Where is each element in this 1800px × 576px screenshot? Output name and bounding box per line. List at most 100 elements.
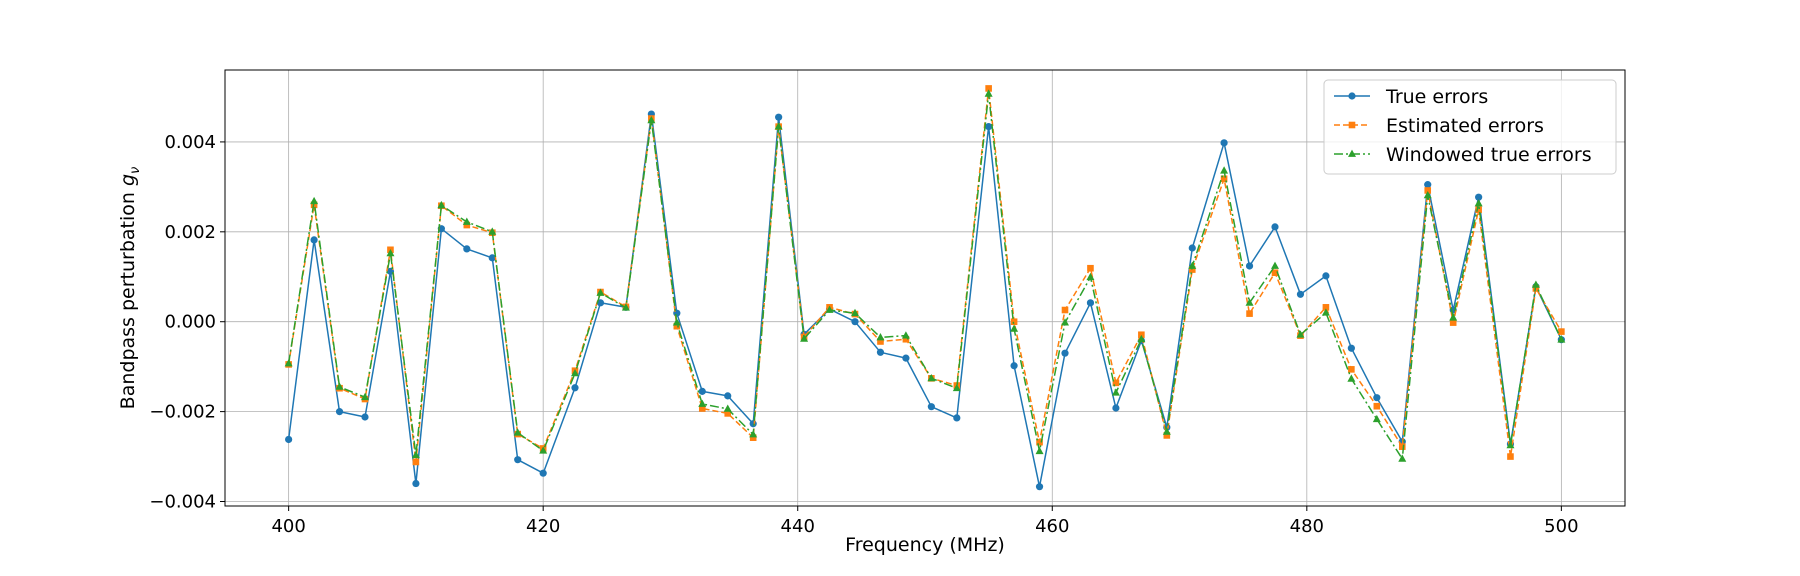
data-point [877, 338, 884, 345]
data-point [724, 392, 732, 400]
data-point [285, 435, 293, 444]
data-point [437, 200, 446, 209]
data-point [1162, 427, 1171, 435]
data-point [412, 458, 420, 466]
data-point [1449, 313, 1458, 321]
data-point [361, 413, 369, 421]
data-point [1296, 290, 1305, 298]
data-point [1111, 388, 1120, 396]
data-point [1163, 432, 1171, 439]
data-point [775, 113, 783, 121]
data-point [1322, 272, 1330, 280]
data-point [1010, 318, 1018, 326]
data-point [1036, 438, 1043, 446]
data-point [1398, 454, 1407, 462]
series-line-windowed-true-errors [287, 93, 1563, 460]
data-point [1558, 328, 1565, 335]
data-point [698, 399, 707, 407]
data-point [985, 123, 993, 131]
x-tick-label: 480 [1290, 516, 1324, 537]
data-point [1475, 193, 1483, 201]
data-point [539, 469, 547, 477]
data-point [724, 410, 732, 417]
data-point [412, 479, 420, 488]
data-point [386, 248, 395, 257]
data-point [1271, 269, 1279, 277]
data-point [1271, 223, 1279, 231]
data-point [1086, 299, 1095, 307]
data-point [825, 305, 834, 313]
data-point [749, 420, 757, 428]
data-point [851, 308, 859, 317]
data-point [985, 85, 992, 92]
data-point [901, 331, 910, 339]
data-point [462, 217, 471, 225]
y-tick-label: −0.004 [149, 492, 216, 513]
data-point [1372, 414, 1381, 423]
data-point [1220, 166, 1229, 174]
data-point [1449, 319, 1457, 326]
data-point [1245, 262, 1254, 270]
data-point [1035, 446, 1044, 455]
data-point [310, 196, 319, 205]
data-point [672, 318, 681, 326]
data-point [1112, 379, 1120, 387]
data-point [1271, 261, 1279, 269]
data-point [1373, 402, 1381, 410]
data-point [463, 221, 471, 229]
data-point [1373, 394, 1381, 402]
data-point [1220, 175, 1228, 183]
data-point [1087, 264, 1094, 272]
data-point [1321, 308, 1330, 316]
data-point [902, 335, 910, 343]
data-point [1220, 139, 1228, 147]
data-point [1475, 206, 1482, 214]
data-point [488, 227, 497, 235]
data-point [1086, 272, 1095, 281]
x-tick-label: 420 [526, 516, 560, 537]
data-point [1474, 199, 1483, 207]
data-point [698, 405, 706, 412]
data-point [902, 354, 910, 362]
data-point [1322, 304, 1330, 311]
data-point [1061, 349, 1069, 357]
data-point [539, 446, 548, 454]
x-tick-label: 400 [271, 516, 305, 537]
data-point [571, 369, 579, 377]
y-axis-label-subscript: ν [128, 167, 143, 174]
x-tick-label: 500 [1544, 516, 1578, 537]
y-tick-label: 0.002 [164, 222, 216, 243]
data-point [335, 408, 344, 416]
data-point [952, 383, 961, 392]
data-point [514, 456, 522, 464]
plot-frame [224, 69, 1626, 507]
x-axis-label: Frequency (MHz) [845, 534, 1005, 556]
data-point [851, 318, 859, 326]
data-point [749, 430, 758, 438]
data-point [1531, 280, 1540, 288]
data-point [596, 288, 605, 296]
data-point [927, 373, 936, 382]
data-point [1506, 440, 1515, 449]
y-axis-label-text: Bandpass perturbation [117, 186, 139, 409]
data-point [1424, 181, 1432, 189]
data-point [749, 434, 757, 441]
axis-ticks: 400 420 440 460 480 500 −0.004 −0.002 0.000 0.002… [149, 132, 1578, 537]
data-point [774, 122, 783, 130]
data-point [310, 236, 318, 244]
data-point [571, 384, 579, 392]
data-point [1424, 187, 1432, 194]
series-line-true-errors [287, 113, 1563, 488]
y-tick-label: 0.000 [164, 312, 216, 333]
data-point [1398, 443, 1406, 450]
data-point [723, 404, 732, 412]
data-point [927, 403, 935, 411]
y-tick-label: 0.004 [164, 132, 216, 153]
data-point [463, 245, 471, 253]
legend-label-windowed-true-errors: Windowed true errors [1386, 144, 1592, 166]
series-windowed-true-errors [284, 89, 1566, 462]
series-layer [284, 85, 1566, 491]
data-point [1347, 344, 1355, 352]
y-axis-label-symbol: g [117, 174, 139, 186]
data-point [335, 382, 344, 390]
